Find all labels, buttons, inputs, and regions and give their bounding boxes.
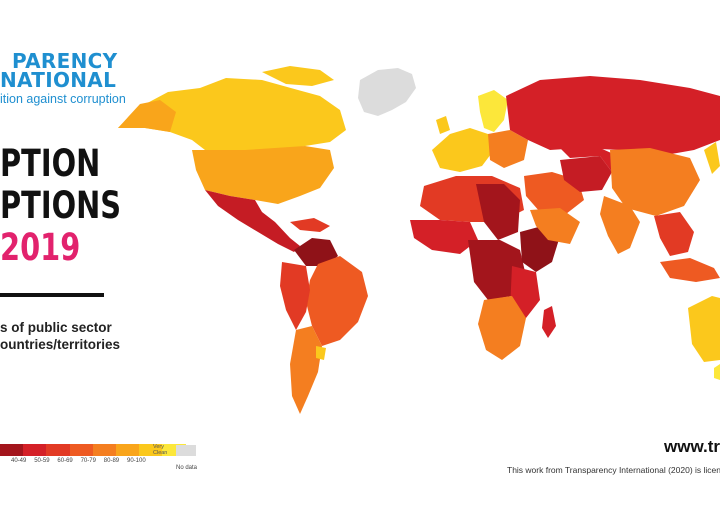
legend-swatch [115,444,140,456]
region-russia [506,76,720,156]
region-new-zealand [714,364,720,380]
region-canada [118,78,346,150]
region-southern-africa [478,296,526,360]
subtitle: s of public sector ountries/territories [0,319,120,353]
brand-line-1: PARENCY [12,49,118,73]
region-andes [280,262,310,330]
region-mexico [205,190,300,252]
region-india [600,196,640,254]
legend-label: 40-49 [11,458,27,464]
region-australia [688,296,720,362]
title-year: 2019 [0,226,81,269]
legend-swatch [92,444,116,456]
legend-label: 50-59 [34,458,50,464]
subtitle-line-1: s of public sector [0,320,112,335]
region-japan [704,142,720,174]
region-central-asia [560,148,618,172]
legend-label: 90-100 [127,458,146,464]
region-alaska [118,100,176,132]
region-indonesia [660,258,720,282]
legend-very-clean: Very Clean [153,444,168,456]
title-line-1: PTION [0,142,101,185]
region-libya-sudan [476,184,520,240]
region-arctic-islands [262,66,334,86]
brand-logo: PARENCY NATIONAL ition against corruptio… [0,49,126,106]
region-madagascar [542,306,556,338]
title-line-2: PTIONS [0,184,122,227]
region-west-africa [410,220,478,254]
legend-swatch [139,444,163,456]
region-arabia [530,208,580,244]
region-greenland [358,68,416,116]
map-legend: 40-49 50-59 60-69 70-79 80-89 90-100 [0,444,186,472]
region-uruguay [316,346,326,360]
page-title: PTION PTIONS 2019 [0,143,155,269]
title-divider [0,293,104,297]
license-credit: This work from Transparency Internationa… [507,465,720,475]
region-argentina [290,326,322,414]
legend-swatch [0,444,24,456]
brand-tagline: ition against corruption [0,92,126,106]
legend-nodata-swatch [176,445,196,456]
legend-swatch [23,444,47,456]
legend-labels: 40-49 50-59 60-69 70-79 80-89 90-100 [0,458,186,472]
legend-swatch [46,444,70,456]
subtitle-line-2: ountries/territories [0,337,121,352]
region-southeast-asia [654,212,694,256]
legend-label: 60-69 [57,458,73,464]
region-brazil [306,256,368,346]
region-iran-afghanistan [560,156,612,192]
region-western-europe [432,128,494,172]
region-china [610,148,700,216]
region-uk [436,116,450,134]
legend-label: 70-79 [80,458,96,464]
legend-nodata-label: No data [176,465,198,471]
brand-line-2: NATIONAL [0,68,117,92]
legend-swatch [69,444,93,456]
website-url[interactable]: www.tra [664,437,720,456]
region-venezuela [294,238,338,266]
region-caribbean [290,218,330,232]
region-scandinavia [478,90,508,132]
legend-label: 80-89 [103,458,120,464]
region-usa [192,146,334,204]
region-eastern-europe [488,130,528,168]
